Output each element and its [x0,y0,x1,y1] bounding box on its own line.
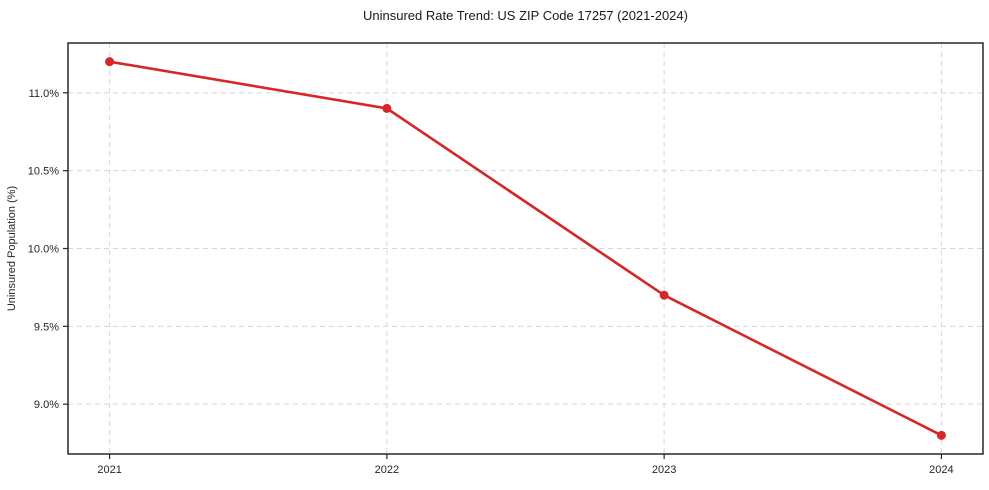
y-tick-label: 9.0% [34,399,59,411]
x-tick-label: 2022 [375,464,399,476]
y-tick-label: 10.5% [28,166,59,178]
x-tick-label: 2021 [97,464,121,476]
y-tick-label: 9.5% [34,321,59,333]
x-tick-label: 2024 [929,464,953,476]
chart-title: Uninsured Rate Trend: US ZIP Code 17257 … [363,8,688,23]
data-point [659,290,669,300]
data-point [382,103,392,113]
x-tick-label: 2023 [652,464,676,476]
data-point [936,430,946,440]
plot-border [67,42,984,455]
data-line [108,60,943,437]
y-axis-label: Uninsured Population (%) [6,186,18,311]
y-tick-label: 11.0% [29,88,60,100]
y-tick-label: 10.0% [28,244,59,256]
data-point [105,57,115,67]
